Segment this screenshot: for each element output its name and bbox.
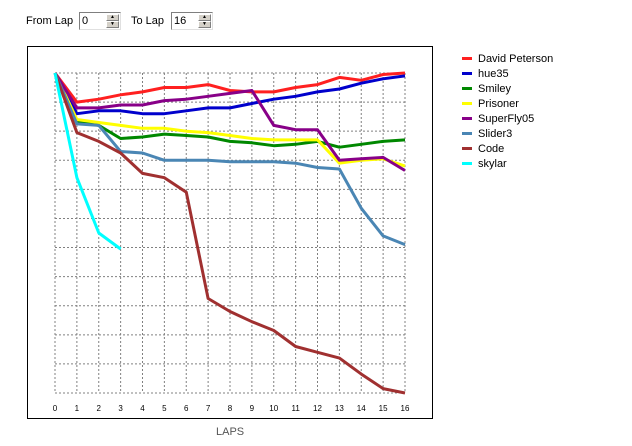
x-axis-label: LAPS — [216, 426, 245, 438]
x-tick-label: 1 — [75, 404, 80, 413]
series-line-superfly05 — [53, 72, 406, 172]
legend-label: Slider3 — [478, 127, 513, 140]
series-line-prisoner — [53, 72, 406, 168]
legend-label: Prisoner — [478, 97, 519, 110]
lap-chart: 0 1 2 3 4 5 6 7 8 9 10 11 12 13 14 15 16 — [27, 46, 433, 419]
x-tick-label: 14 — [357, 404, 366, 413]
to-lap-down-arrow-icon[interactable]: ▼ — [198, 21, 211, 28]
series-line-code — [53, 72, 406, 395]
legend-swatch — [462, 87, 472, 90]
lap-chart-svg: 0 1 2 3 4 5 6 7 8 9 10 11 12 13 14 15 16 — [53, 71, 410, 413]
legend-item: skylar — [462, 156, 553, 171]
x-tick-label: 6 — [184, 404, 189, 413]
legend-label: Code — [478, 142, 505, 155]
x-tick-label: 3 — [118, 404, 123, 413]
to-lap-spinner[interactable]: 16 ▲ ▼ — [171, 12, 213, 30]
legend-swatch — [462, 147, 472, 150]
x-tick-label: 12 — [313, 404, 322, 413]
legend-swatch — [462, 132, 472, 135]
from-lap-up-arrow-icon[interactable]: ▲ — [106, 14, 119, 21]
series-line-smiley — [53, 72, 406, 149]
legend-label: Smiley — [478, 82, 512, 95]
from-lap-label: From Lap — [26, 15, 74, 27]
legend-item: Slider3 — [462, 126, 553, 141]
legend-item: Smiley — [462, 81, 553, 96]
legend-item: SuperFly05 — [462, 111, 553, 126]
legend-item: Code — [462, 141, 553, 156]
legend-swatch — [462, 72, 472, 75]
legend-swatch — [462, 117, 472, 120]
legend-label: skylar — [478, 157, 507, 170]
x-tick-label: 7 — [206, 404, 211, 413]
legend-swatch — [462, 102, 472, 105]
to-lap-value[interactable]: 16 — [174, 15, 187, 27]
legend-label: David Peterson — [478, 52, 554, 65]
series-line-david-peterson — [53, 71, 406, 104]
legend-item: hue35 — [462, 66, 553, 81]
x-tick-label: 2 — [97, 404, 102, 413]
x-tick-label: 9 — [250, 404, 255, 413]
to-lap-up-arrow-icon[interactable]: ▲ — [198, 14, 211, 21]
legend-item: Prisoner — [462, 96, 553, 111]
x-tick-label: 13 — [335, 404, 344, 413]
x-tick-label: 11 — [291, 404, 300, 413]
x-tick-label: 16 — [401, 404, 410, 413]
to-lap-label: To Lap — [131, 15, 165, 27]
legend-swatch — [462, 57, 472, 60]
legend-label: SuperFly05 — [478, 112, 535, 125]
legend-item: David Peterson — [462, 51, 553, 66]
legend-swatch — [462, 162, 472, 165]
x-tick-label: 5 — [162, 404, 167, 413]
series-line-skylar — [53, 72, 122, 251]
x-tick-label: 0 — [53, 404, 58, 413]
x-tick-label: 4 — [140, 404, 145, 413]
series-line-hue35 — [53, 72, 406, 116]
from-lap-value[interactable]: 0 — [82, 15, 89, 27]
x-tick-label: 8 — [228, 404, 233, 413]
legend-label: hue35 — [478, 67, 509, 80]
series-line-slider3 — [53, 72, 406, 246]
chart-legend: David Peterson hue35 Smiley Prisoner SuperFl… — [462, 51, 553, 171]
x-tick-label: 10 — [269, 404, 278, 413]
from-lap-spinner[interactable]: 0 ▲ ▼ — [79, 12, 121, 30]
from-lap-down-arrow-icon[interactable]: ▼ — [106, 21, 119, 28]
x-tick-label: 15 — [379, 404, 388, 413]
